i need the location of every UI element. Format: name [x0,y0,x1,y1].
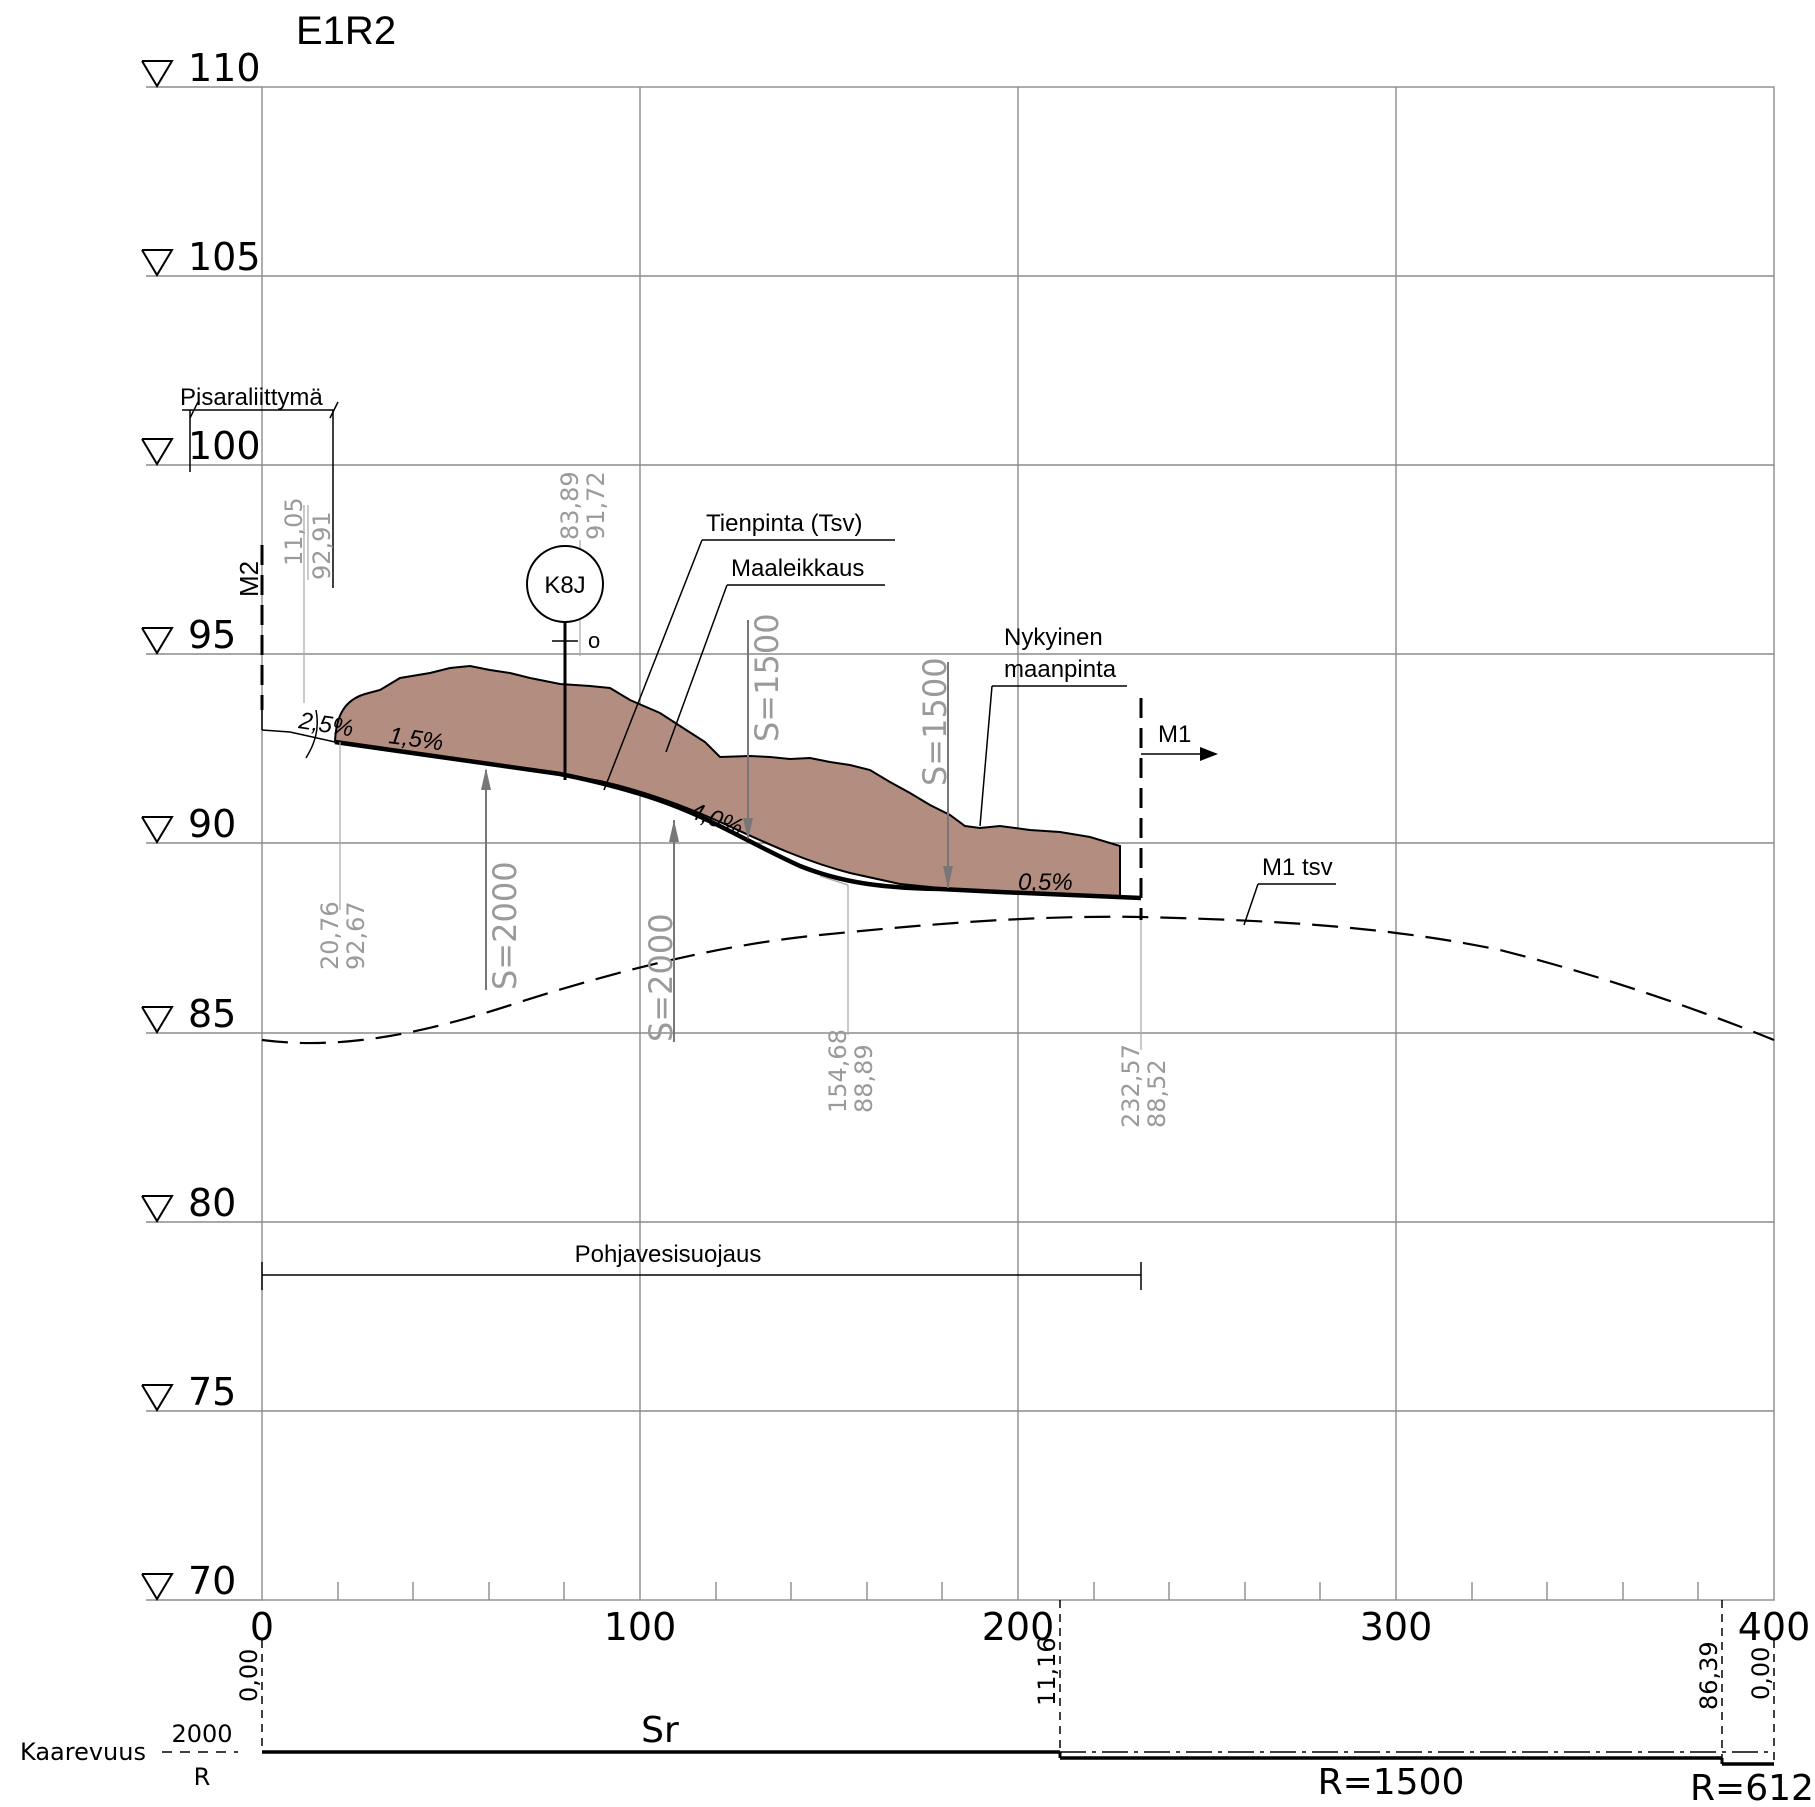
point-elevation: 92,67 [342,901,370,970]
elevation-label: 110 [188,46,261,90]
vertical-curve-label: S=1500 [748,613,786,742]
curvature-tick-value: 0,00 [235,1649,263,1702]
m1-tsv-dashed-line [261,915,1775,1045]
curvature-r612-label: R=612 [1690,1768,1814,1807]
station-ticks [337,1582,1699,1600]
station-labels: 0 100 200 300 400 [250,1605,1810,1649]
road-surface-line [334,739,1142,901]
m1-tsv-label: M1 tsv [1262,854,1333,881]
point-elevation: 91,72 [582,471,610,540]
m1-label: M1 [1158,721,1191,748]
elevation-triangle-icon [141,1573,174,1601]
point-station: 20,76 [316,901,344,970]
elevation-label: 105 [188,235,261,279]
pohjavesisuojaus-marker: Pohjavesisuojaus [261,1241,1142,1290]
elevation-triangles [141,60,174,1601]
drawing-title: E1R2 [296,9,396,53]
elevation-triangle-icon [141,60,174,88]
curvature-r-label: R [194,1763,211,1791]
curvature-tick-value: 0,00 [1747,1647,1775,1700]
point-station: 154,68 [824,1029,852,1113]
elevation-label: 70 [188,1559,236,1603]
nykyinen-label-2: maanpinta [1004,656,1117,683]
point-annotations: 11,05 92,91 83,89 91,72 20,76 92,67 154,… [280,471,1171,1128]
station-label: 300 [1360,1605,1433,1649]
elevation-labels: 110 105 100 95 90 85 80 75 70 [188,46,261,1603]
elevation-triangle-icon [141,627,174,655]
elevation-triangle-icon [141,1195,174,1223]
elevation-triangle-icon [141,438,174,466]
curvature-tick-value: 11,16 [1033,1637,1061,1706]
curvature-scale: 2000 [171,1720,232,1748]
point-elevation: 92,91 [308,511,336,580]
point-elevation: 88,52 [1143,1059,1171,1128]
vertical-curve-markers: S=2000 S=2000 S=1500 S=1500 [481,613,954,1042]
nykyinen-label-1: Nykyinen [1004,624,1103,651]
station-label: 100 [604,1605,677,1649]
tienpinta-label: Tienpinta (Tsv) [706,510,863,537]
elevation-triangle-icon [141,249,174,277]
pisaraliittyma-marker: Pisaraliittymä [180,384,339,588]
elevation-label: 80 [188,1181,236,1225]
elevation-label: 85 [188,992,236,1036]
elevation-label: 75 [188,1370,236,1414]
curvature-r1500-label: R=1500 [1318,1762,1465,1803]
k8j-marker: K8J o [526,545,604,780]
k8j-o-label: o [588,628,600,653]
elevation-label: 95 [188,613,236,657]
vertical-curve-label: S=1500 [916,657,954,786]
k8j-label: K8J [544,572,585,599]
left-end-curve [305,709,318,759]
station-label: 200 [982,1605,1055,1649]
vertical-curve-label: S=2000 [486,861,524,990]
elevation-triangle-icon [141,816,174,844]
elevation-label: 100 [188,424,261,468]
vertical-curve-label: S=2000 [642,913,680,1042]
pisaraliittyma-label: Pisaraliittymä [180,384,323,411]
pohjavesisuojaus-label: Pohjavesisuojaus [575,1241,762,1268]
elevation-triangle-icon [141,1006,174,1034]
leader-labels: Tienpinta (Tsv) Maaleikkaus Nykyinen maa… [603,510,1336,926]
curvature-sr-label: Sr [641,1710,679,1751]
elevation-triangle-icon [141,1384,174,1412]
existing-ground-left [261,729,336,743]
slope-label: 0,5% [1018,869,1073,896]
cut-fill-area [333,664,1121,900]
point-station: 11,05 [280,497,308,566]
curvature-tick-value: 86,39 [1695,1641,1723,1710]
curvature-band: Kaarevuus 2000 R 0,00 11,16 86,39 0,00 S… [20,1600,1814,1807]
m2-label: M2 [234,561,264,597]
point-elevation: 88,89 [850,1044,878,1113]
point-station: 232,57 [1117,1044,1145,1128]
m1-arrow-icon [1200,747,1218,761]
kaarevuus-label: Kaarevuus [20,1738,146,1766]
point-station: 83,89 [556,471,584,540]
elevation-label: 90 [188,802,236,846]
maaleikkaus-label: Maaleikkaus [731,555,864,582]
